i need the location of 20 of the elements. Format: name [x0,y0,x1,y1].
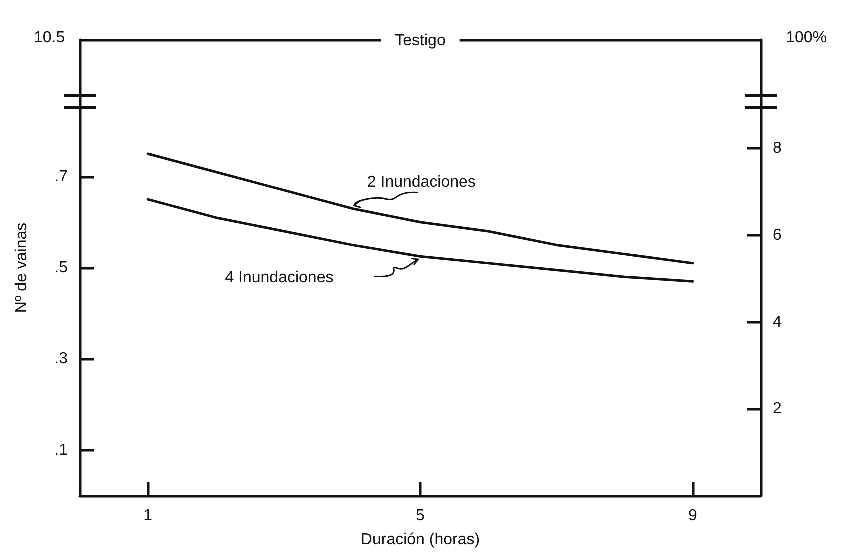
y2-tick-label: 6 [773,226,782,244]
line-series [146,152,694,265]
x-axis-title: Duración (horas) [360,532,480,548]
text: 10.5 [34,30,66,46]
line-series [146,198,694,283]
y-tick-label: .5 [54,260,68,276]
y-tick-label: .1 [54,442,68,459]
series-label: 4 Inundaciones [225,269,334,286]
x-tick-label: 9 [688,508,698,524]
y-axis-title: Nº de vainas [14,222,30,314]
x-tick-label: 5 [416,508,426,524]
y-tick-label: .7 [54,168,68,186]
y2-tick-label: 4 [773,314,782,331]
y2-tick-label: 8 [773,140,782,158]
text: 100% [786,30,827,46]
y2-tick-label: 2 [773,400,782,418]
series-label: 2 Inundaciones [367,174,476,192]
x-tick-label: 1 [144,508,153,524]
ref-line-label: Testigo [395,32,446,50]
y-tick-label: .3 [54,350,68,368]
